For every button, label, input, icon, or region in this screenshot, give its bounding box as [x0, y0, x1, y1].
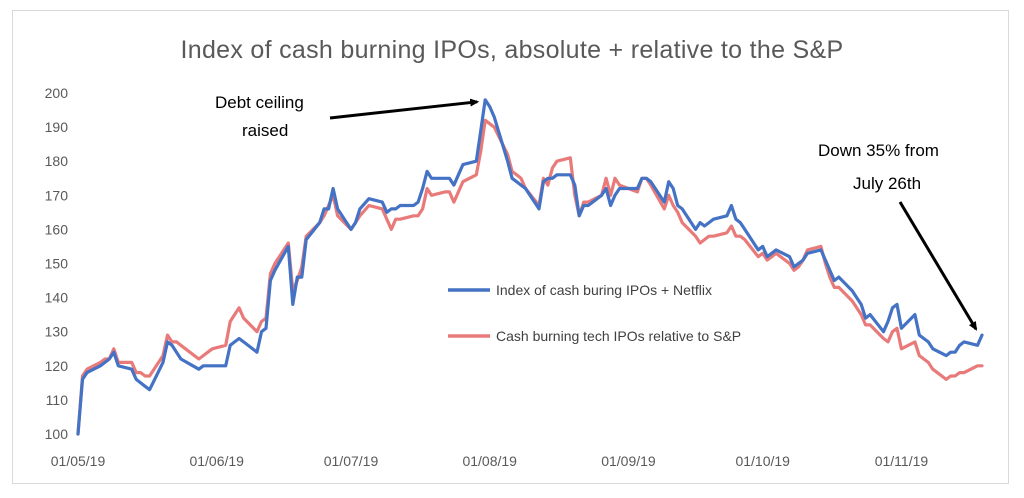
- legend-label: Index of cash buring IPOs + Netflix: [496, 282, 712, 298]
- annotation-text: July 26th: [853, 174, 921, 193]
- legend: Index of cash buring IPOs + Netflix Cash …: [448, 282, 741, 344]
- x-tick-label: 01/09/19: [601, 453, 656, 469]
- series-lines: [76, 98, 984, 436]
- legend-label: Cash burning tech IPOs relative to S&P: [496, 328, 741, 344]
- y-axis: 100 110 120 130 140 150 160 170 180 190 200: [45, 85, 69, 442]
- annotation-text: raised: [242, 121, 288, 140]
- y-tick-label: 200: [45, 85, 69, 101]
- annotation-arrow: [329, 98, 480, 120]
- y-tick-label: 140: [45, 290, 69, 306]
- annotations: Debt ceiling raised Down 35% from July 26th: [215, 93, 978, 331]
- annotation-text: Down 35% from: [818, 141, 939, 160]
- y-tick-label: 160: [45, 221, 69, 237]
- x-tick-label: 01/05/19: [51, 453, 106, 469]
- y-tick-label: 150: [45, 256, 69, 272]
- x-tick-label: 01/10/19: [735, 453, 790, 469]
- annotation-text: Debt ceiling: [215, 93, 304, 112]
- x-tick-label: 01/08/19: [462, 453, 517, 469]
- y-tick-label: 180: [45, 153, 69, 169]
- annotation-arrow: [898, 201, 978, 331]
- series-line-1: [76, 98, 984, 436]
- y-tick-label: 100: [45, 426, 69, 442]
- series-line-2: [76, 118, 984, 436]
- y-tick-label: 110: [46, 392, 69, 408]
- y-tick-label: 170: [45, 187, 69, 203]
- chart-title: Index of cash burning IPOs, absolute + r…: [180, 36, 844, 64]
- x-tick-label: 01/11/19: [875, 453, 929, 469]
- y-tick-label: 190: [45, 119, 69, 135]
- y-tick-label: 130: [45, 324, 69, 340]
- x-axis: 01/05/19 01/06/19 01/07/19 01/08/19 01/09/19…: [51, 453, 929, 469]
- x-tick-label: 01/06/19: [189, 453, 244, 469]
- y-tick-label: 120: [45, 358, 69, 374]
- x-tick-label: 01/07/19: [324, 453, 379, 469]
- chart-frame: [12, 10, 1009, 484]
